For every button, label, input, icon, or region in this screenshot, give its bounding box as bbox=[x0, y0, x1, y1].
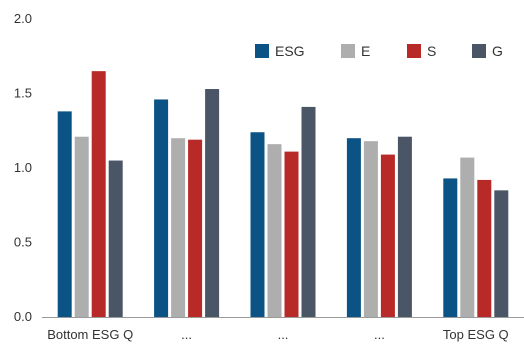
x-tick-label: ... bbox=[278, 327, 289, 342]
legend: ESG E S G bbox=[255, 43, 503, 59]
bar-esg-0 bbox=[57, 111, 72, 317]
x-tick-label: Bottom ESG Q bbox=[47, 327, 133, 342]
legend-swatch-s bbox=[407, 44, 421, 58]
x-axis-ticks: Bottom ESG Q......... Top ESG Q bbox=[47, 327, 508, 342]
bar-e-2 bbox=[267, 144, 282, 317]
y-tick-label: 2.0 bbox=[14, 11, 32, 26]
legend-swatch-e bbox=[341, 44, 355, 58]
bar-esg-1 bbox=[154, 99, 169, 318]
bar-e-4 bbox=[460, 157, 475, 317]
bar-g-4 bbox=[494, 190, 509, 317]
bar-g-2 bbox=[301, 106, 316, 317]
bar-g-3 bbox=[397, 136, 412, 317]
bar-s-1 bbox=[188, 139, 203, 317]
bar-g-1 bbox=[205, 89, 220, 317]
bar-e-3 bbox=[363, 141, 378, 317]
x-tick-label: ... bbox=[181, 327, 192, 342]
legend-label-e: E bbox=[361, 43, 370, 59]
bar-e-0 bbox=[74, 136, 89, 317]
y-tick-label: 0.0 bbox=[14, 309, 32, 324]
bar-esg-4 bbox=[443, 178, 458, 317]
x-tick-label: ... bbox=[374, 327, 385, 342]
bar-s-2 bbox=[284, 151, 299, 317]
bar-s-0 bbox=[91, 71, 106, 318]
y-axis-ticks: 0.0 0.5 1.0 1.5 2.0 bbox=[14, 11, 32, 324]
legend-label-s: S bbox=[427, 43, 436, 59]
y-tick-label: 1.0 bbox=[14, 160, 32, 175]
bar-esg-3 bbox=[346, 138, 361, 317]
legend-swatch-g bbox=[472, 44, 486, 58]
bars bbox=[57, 71, 509, 318]
x-tick-label: Top ESG Q bbox=[443, 327, 509, 342]
bar-s-3 bbox=[380, 154, 395, 317]
y-tick-label: 1.5 bbox=[14, 86, 32, 101]
bar-s-4 bbox=[477, 179, 492, 317]
bar-esg-2 bbox=[250, 132, 265, 317]
legend-label-g: G bbox=[492, 43, 503, 59]
y-tick-label: 0.5 bbox=[14, 235, 32, 250]
bar-g-0 bbox=[108, 160, 123, 317]
legend-swatch-esg bbox=[255, 44, 269, 58]
legend-label-esg: ESG bbox=[275, 43, 305, 59]
bar-e-1 bbox=[171, 138, 186, 317]
